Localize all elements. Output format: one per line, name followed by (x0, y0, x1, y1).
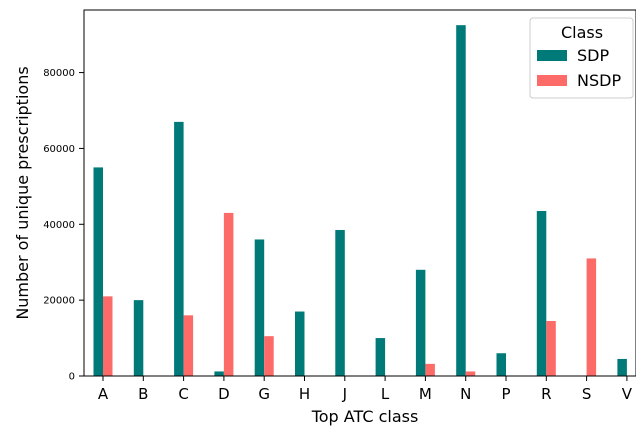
bar-sdp-A (93, 167, 103, 376)
y-tick-label: 80000 (43, 68, 75, 79)
y-tick-label: 0 (69, 372, 75, 383)
bar-nsdp-S (586, 258, 597, 376)
bar-sdp-L (375, 338, 386, 376)
x-tick-label-B: B (138, 385, 148, 403)
x-tick-label-J: J (342, 385, 347, 403)
legend-swatch-nsdp (537, 75, 567, 86)
x-tick-label-R: R (541, 385, 551, 403)
x-axis-label: Top ATC class (311, 407, 419, 426)
bar-sdp-G (254, 239, 265, 376)
y-tick-label: 60000 (43, 144, 75, 155)
x-tick-label-A: A (98, 385, 109, 403)
bars-group (93, 25, 627, 376)
bar-nsdp-D (223, 212, 234, 376)
x-tick-label-D: D (218, 385, 230, 403)
x-tick-label-G: G (258, 385, 270, 403)
bar-nsdp-R (546, 321, 556, 376)
y-tick-label: 40000 (43, 220, 75, 231)
x-tick-label-L: L (381, 385, 390, 403)
y-axis-label: Number of unique prescriptions (13, 66, 32, 319)
legend-label-sdp: SDP (577, 46, 609, 65)
x-tick-label-S: S (582, 385, 592, 403)
bar-sdp-P (496, 353, 506, 376)
bar-sdp-H (295, 311, 305, 376)
x-tick-label-H: H (299, 385, 310, 403)
x-tick-label-C: C (178, 385, 188, 403)
legend: Class SDP NSDP (529, 17, 634, 99)
bar-nsdp-C (183, 315, 194, 376)
plot-frame (83, 9, 636, 377)
bar-sdp-N (456, 25, 466, 376)
bar-nsdp-N (465, 371, 476, 376)
x-tick-label-V: V (622, 385, 633, 403)
y-tick-label: 20000 (43, 296, 75, 307)
bar-sdp-B (133, 300, 144, 376)
bar-sdp-V (617, 358, 627, 376)
bar-sdp-D (214, 371, 224, 376)
legend-swatch-sdp (537, 50, 567, 61)
x-tick-label-M: M (419, 385, 432, 403)
bar-nsdp-G (264, 336, 274, 376)
bar-nsdp-M (425, 363, 435, 376)
legend-title: Class (561, 23, 603, 42)
bar-sdp-M (415, 269, 426, 376)
bar-sdp-C (174, 121, 184, 376)
x-tick-label-P: P (501, 385, 510, 403)
bar-sdp-J (335, 229, 345, 376)
x-tick-label-N: N (460, 385, 471, 403)
bar-sdp-R (536, 211, 547, 376)
legend-label-nsdp: NSDP (577, 71, 621, 90)
y-axis-ticks: 0 20000 40000 60000 80000 (43, 68, 84, 383)
bar-nsdp-A (103, 296, 113, 376)
